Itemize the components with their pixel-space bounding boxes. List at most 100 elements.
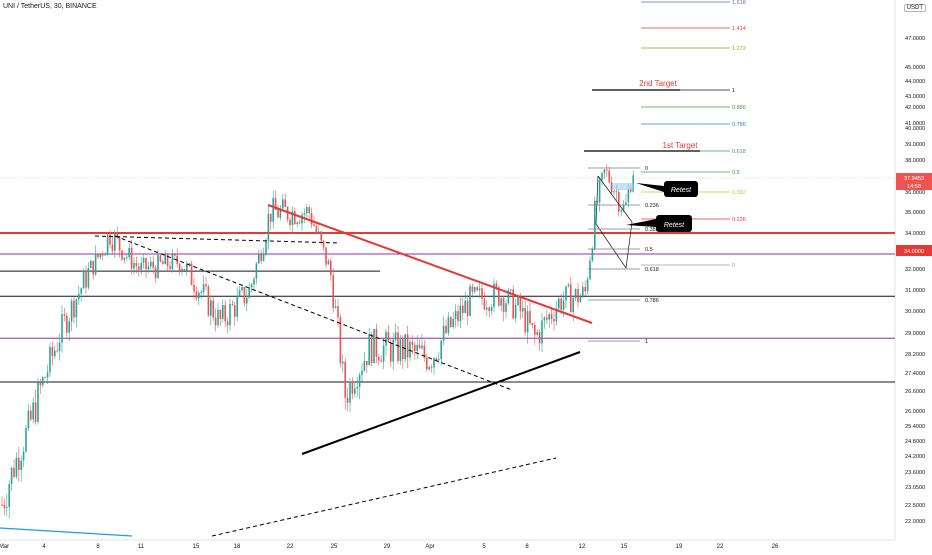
time-tick-label: 8 [96,544,100,550]
level-price-tag [896,245,932,256]
candle-body [464,300,466,314]
candle-body [318,231,320,233]
candle-body [450,317,452,327]
candle-body [493,283,495,308]
candle-body [186,264,188,271]
candle-body [202,284,205,293]
current-price-tag [896,173,932,190]
candle-body [106,234,109,254]
candle-body [550,314,553,319]
candle-body [462,305,464,314]
candle-body [164,254,166,265]
fib-extension-label: 0.786 [732,122,746,128]
candle-body [298,222,301,224]
candle-body [49,346,51,373]
second-target-label: 2nd Target [639,79,677,88]
candle-body [123,257,126,260]
candle-body [404,334,406,360]
price-tick-label: 22.0000 [905,519,925,525]
candle-body [505,303,507,312]
candle-body [279,208,282,218]
candle-body [99,253,102,258]
candle-body [274,198,277,211]
time-tick-label: Mar [0,544,9,550]
candle-body [490,307,493,312]
candle-body [586,279,589,292]
candle-body [392,339,394,362]
candle-body [378,356,380,361]
candle-body [498,287,500,306]
candle-body [313,224,315,226]
candle-body [222,304,224,319]
candle-body [361,370,363,375]
candle-body [375,329,378,357]
candle-body [325,247,327,265]
candle-body [534,324,536,335]
candle-body [94,253,97,275]
candle-body [368,334,370,366]
fib-extension-label: 1.272 [732,46,746,52]
candle-body [440,340,442,360]
price-tick-label: 32.0000 [905,267,925,273]
candle-body [327,260,330,265]
currency-badge[interactable]: USDT [903,4,926,12]
candle-body [171,254,174,269]
price-tick-label: 26.0000 [905,409,925,415]
candle-body [70,300,73,322]
candle-body [442,325,445,341]
price-tick-label: 24.8000 [905,439,925,445]
candle-body [210,300,212,316]
price-tick-label: 26.6000 [905,389,925,395]
candle-body [188,263,190,265]
candle-body [606,169,608,171]
candle-body [159,255,162,262]
fib-extension-label: 1.414 [732,26,746,32]
candle-body [157,255,159,279]
candle-body [214,317,217,326]
candle-body [51,346,54,357]
candle-body [625,202,627,205]
candle-body [478,288,481,291]
candle-body [502,298,505,312]
candle-body [447,317,450,333]
candle-body [15,457,18,477]
retest-pointer [626,219,656,227]
candle-body [18,457,20,470]
candle-body [387,331,390,343]
candle-body [620,210,622,212]
candle-body [541,320,543,344]
price-axis-bg [895,0,932,550]
candle-body [97,253,99,258]
candle-body [219,309,222,319]
candle-body [428,367,430,370]
candle-body [346,397,349,403]
candle-body [366,360,368,366]
candle-body [618,191,620,212]
candle-body [135,263,138,267]
candle-body [577,289,579,303]
time-tick-label: 5 [482,544,486,550]
candle-body [270,213,272,222]
candle-body [589,260,591,280]
candle-body [195,291,198,299]
time-tick-label: 4 [42,544,46,550]
candle-body [56,350,58,352]
candle-body [457,310,459,321]
candle-body [421,345,423,349]
fib-extension-label: 0.5 [732,170,740,176]
candle-body [75,299,78,318]
candle-body [591,248,594,261]
price-tick-label: 42.0000 [905,105,925,111]
candle-body [409,341,411,358]
price-tick-label: 44.0000 [905,79,925,85]
candle-body [435,358,438,360]
candle-body [162,261,164,265]
candle-body [190,263,193,285]
candle-body [454,310,457,319]
candle-body [622,204,625,211]
price-tick-label: 39.0000 [905,142,925,148]
candle-body [548,314,550,320]
candle-body [54,350,56,357]
